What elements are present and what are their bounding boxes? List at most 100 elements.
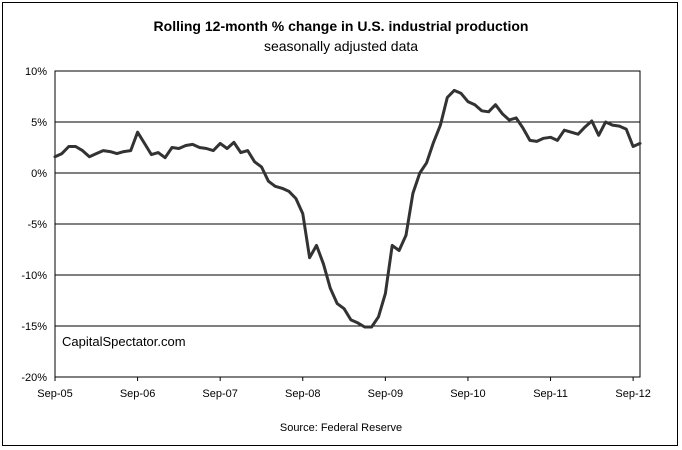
data-point [225, 147, 229, 150]
data-point [391, 244, 394, 247]
watermark-text: CapitalSpectator.com [62, 334, 186, 349]
data-point [53, 155, 57, 158]
data-point [459, 92, 463, 95]
data-point [129, 149, 132, 152]
data-point [590, 119, 593, 123]
y-tick-label: 5% [31, 117, 47, 129]
x-tick-label: Sep-05 [37, 388, 72, 400]
data-point [404, 234, 408, 237]
data-point [198, 146, 201, 149]
data-point [549, 136, 552, 139]
data-point [514, 116, 518, 120]
y-tick-label: -10% [21, 270, 47, 282]
data-point [170, 146, 174, 149]
data-point [336, 302, 339, 305]
data-point [60, 152, 64, 155]
x-tick-label: Sep-10 [450, 388, 485, 400]
data-point [356, 321, 359, 325]
data-point [88, 155, 91, 158]
data-point [535, 140, 538, 143]
data-point [102, 149, 105, 152]
data-point [473, 103, 476, 106]
data-point [425, 161, 428, 164]
data-point [212, 149, 215, 152]
data-point [67, 145, 71, 148]
data-point [267, 180, 270, 183]
data-point [219, 142, 222, 145]
data-point [501, 112, 504, 116]
y-tick-label: 0% [31, 168, 47, 180]
chart-subtitle: seasonally adjusted data [263, 38, 419, 54]
data-point [466, 100, 470, 103]
x-tick-label: Sep-06 [120, 388, 155, 400]
data-point [342, 307, 346, 310]
data-point [108, 150, 112, 153]
y-tick-labels: 10% 5% 0% -5% -10% -15% -20% [21, 66, 47, 384]
y-tick-label: -20% [21, 372, 47, 384]
data-point [439, 123, 442, 127]
x-tick-label: Sep-07 [202, 388, 237, 400]
x-tick-labels: Sep-05 Sep-06 Sep-07 Sep-08 Sep-09 Sep-10 Sep-… [37, 388, 651, 400]
data-point [232, 141, 236, 144]
data-point [308, 256, 311, 259]
data-point [315, 244, 318, 247]
data-point [274, 185, 277, 188]
chart-title: Rolling 12-month % change in U.S. indust… [153, 18, 529, 34]
data-point [280, 187, 284, 190]
data-point [177, 147, 181, 150]
data-point [397, 249, 401, 252]
data-point [528, 139, 532, 142]
data-point [143, 142, 146, 145]
data-point [205, 147, 208, 150]
y-tick-label: -5% [27, 219, 47, 231]
data-point [446, 96, 449, 99]
x-tick-label: Sep-08 [285, 388, 320, 400]
plot-area-border [54, 70, 641, 378]
data-point [583, 125, 587, 129]
x-tick-label: Sep-11 [533, 388, 568, 400]
data-point [542, 137, 545, 140]
data-point [301, 212, 304, 215]
data-point [163, 156, 167, 159]
y-tick-label: -15% [21, 321, 47, 333]
data-point [597, 134, 600, 137]
data-points [53, 89, 642, 329]
data-point [576, 133, 580, 136]
y-tick-label: 10% [25, 66, 47, 78]
data-point [294, 197, 298, 200]
x-tick-label: Sep-12 [615, 388, 650, 400]
data-point [508, 118, 511, 122]
data-point [480, 109, 483, 113]
data-point [253, 160, 256, 163]
data-point [81, 149, 84, 152]
data-point [618, 124, 621, 128]
axes [54, 70, 641, 381]
data-point [521, 126, 525, 130]
data-point [604, 120, 607, 124]
data-point [115, 152, 119, 155]
data-point [556, 139, 559, 142]
data-point [453, 89, 456, 92]
grid-lines [55, 121, 640, 327]
data-point [625, 127, 628, 131]
data-point [611, 123, 614, 127]
data-point [74, 145, 77, 148]
data-point [349, 318, 353, 322]
data-point [157, 151, 160, 154]
data-point [329, 287, 332, 290]
data-point [122, 150, 126, 153]
data-point [260, 165, 263, 169]
data-point [239, 151, 242, 154]
data-point [411, 192, 415, 195]
data-point [184, 144, 187, 147]
data-point [322, 262, 325, 265]
data-point [418, 171, 421, 175]
data-point [384, 292, 387, 295]
data-point [563, 129, 566, 132]
data-point [136, 131, 139, 134]
data-point [638, 142, 642, 145]
data-point [191, 143, 194, 146]
data-point [370, 325, 373, 329]
chart-source: Source: Federal Reserve [279, 422, 403, 434]
data-point [95, 152, 98, 155]
